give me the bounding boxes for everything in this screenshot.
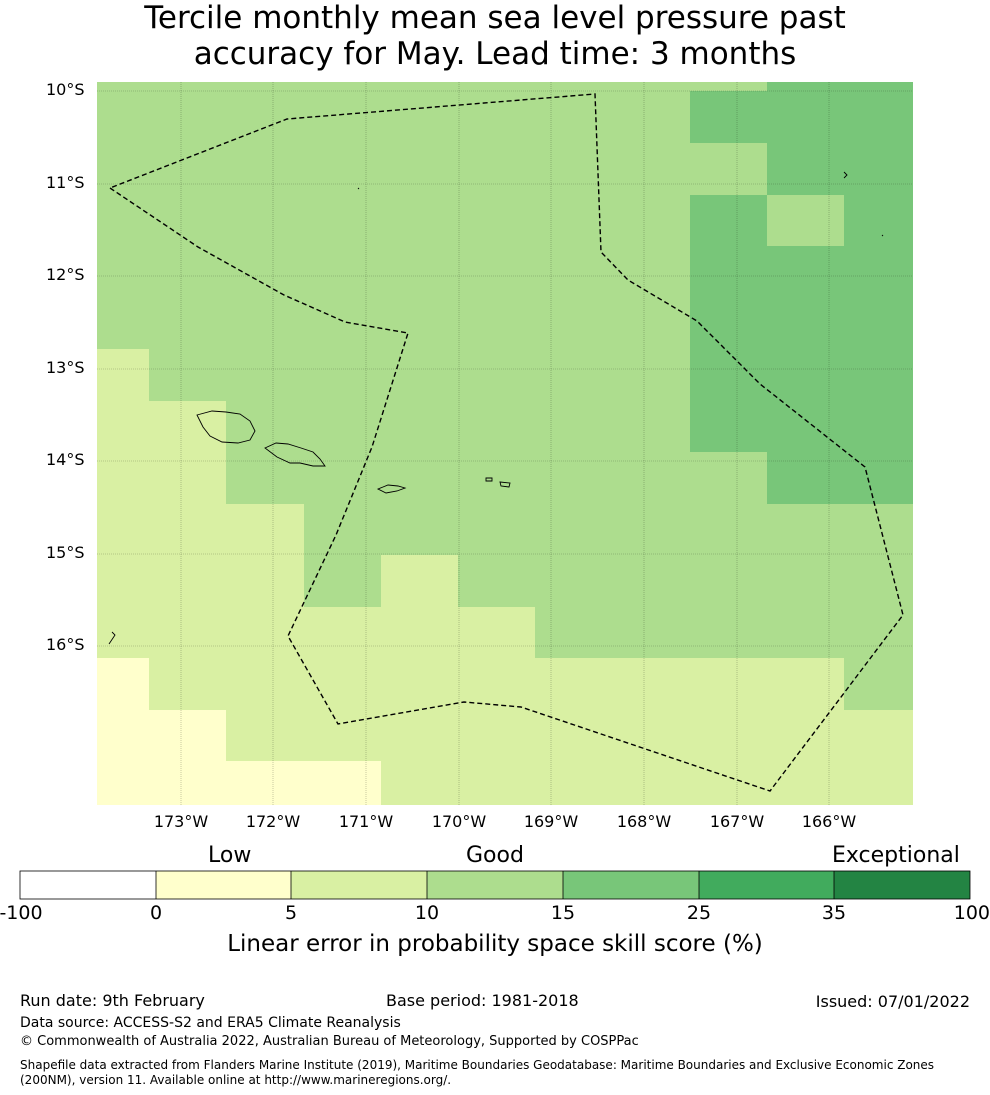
issued-date: Issued: 07/01/2022 (815, 992, 970, 1011)
lat-label-12s: 12°S (46, 265, 85, 284)
colorbar-segment-6 (699, 871, 834, 899)
lon-label-166w: 166°W (801, 812, 857, 831)
lat-label-11s: 11°S (46, 173, 85, 192)
colorbar-tick: 10 (414, 902, 440, 924)
lon-label-171w: 171°W (338, 812, 394, 831)
lon-label-167w: 167°W (709, 812, 765, 831)
colorbar-label-low: Low (208, 843, 252, 868)
colorbar-segment-5 (563, 871, 699, 899)
colorbar-tick: 15 (550, 902, 576, 924)
colorbar-segment-2 (156, 871, 291, 899)
colorbar-segment-3 (291, 871, 427, 899)
colorbar-segment-4 (427, 871, 563, 899)
island-outlines (108, 171, 884, 645)
colorbar-tick: 0 (149, 902, 163, 924)
lat-label-16s: 16°S (46, 635, 85, 654)
lon-label-168w: 168°W (616, 812, 672, 831)
run-date: Run date: 9th February (20, 991, 205, 1010)
colorbar-tick: 5 (284, 902, 298, 924)
shapefile-credit-line2: (200NM), version 11. Available online at… (20, 1073, 452, 1087)
copyright-notice: © Commonwealth of Australia 2022, Austra… (20, 1034, 639, 1049)
eez-boundary (108, 93, 904, 792)
shapefile-credit-line1: Shapefile data extracted from Flanders M… (20, 1058, 935, 1072)
graticule (97, 82, 913, 805)
lon-label-170w: 170°W (431, 812, 487, 831)
lat-label-13s: 13°S (46, 358, 85, 377)
base-period: Base period: 1981-2018 (386, 991, 579, 1010)
lon-label-172w: 172°W (245, 812, 301, 831)
colorbar-tick: 35 (821, 902, 847, 924)
lat-label-14s: 14°S (46, 450, 85, 469)
skill-score-grid (97, 82, 913, 805)
lon-label-173w: 173°W (153, 812, 209, 831)
colorbar-segment-1 (20, 871, 156, 899)
colorbar-label-good: Good (466, 843, 524, 868)
colorbar-title: Linear error in probability space skill … (227, 931, 763, 957)
map-title-line1: Tercile monthly mean sea level pressure … (144, 0, 846, 36)
colorbar-label-exceptional: Exceptional (832, 843, 960, 868)
lat-label-15s: 15°S (46, 543, 85, 562)
colorbar-tick: -100 (0, 902, 43, 924)
data-source: Data source: ACCESS-S2 and ERA5 Climate … (20, 1015, 401, 1031)
colorbar-tick: 25 (686, 902, 712, 924)
lon-label-169w: 169°W (523, 812, 579, 831)
lat-label-10s: 10°S (46, 80, 85, 99)
colorbar-tick: 100 (953, 902, 990, 924)
colorbar-segment-7 (834, 871, 970, 899)
map-title-line2: accuracy for May. Lead time: 3 months (193, 36, 797, 72)
colorbar (19, 870, 971, 900)
